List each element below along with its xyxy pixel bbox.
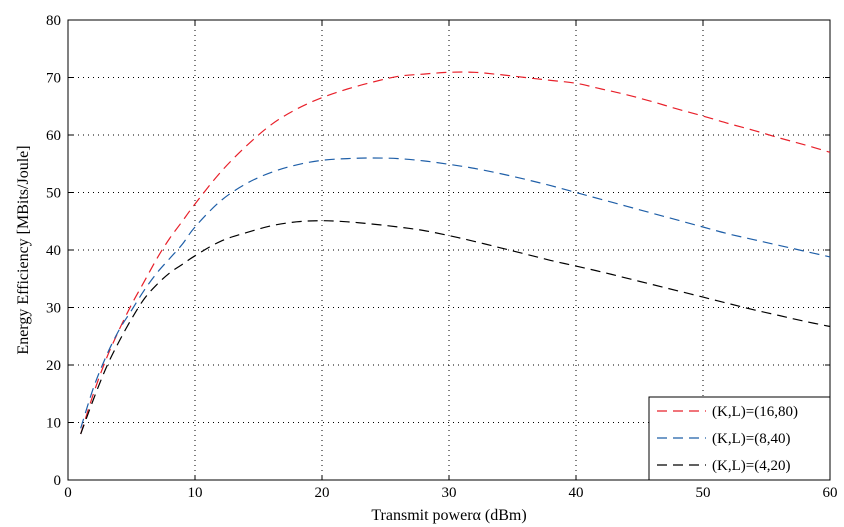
y-tick-label: 50	[46, 186, 61, 202]
x-axis-ticks: 0 10 20 30 40 50 60	[64, 20, 838, 501]
x-tick-label: 30	[442, 485, 457, 501]
x-tick-label: 0	[64, 485, 72, 501]
legend-label: (K,L)=(8,40)	[712, 431, 790, 447]
x-tick-label: 20	[315, 485, 330, 501]
y-axis-label: Energy Efficiency [MBits/Joule]	[15, 145, 32, 354]
y-tick-label: 40	[46, 243, 61, 259]
y-tick-label: 70	[46, 71, 61, 87]
x-tick-label: 50	[696, 485, 711, 501]
legend-label: (K,L)=(16,80)	[712, 404, 798, 420]
x-tick-label: 40	[569, 485, 584, 501]
series-line	[80, 157, 831, 429]
series-line	[80, 71, 831, 435]
y-tick-label: 0	[54, 473, 62, 489]
y-axis-ticks: 0 10 20 30 40 50 60 70 80	[46, 13, 830, 489]
x-tick-label: 60	[823, 485, 838, 501]
x-tick-label: 10	[188, 485, 203, 501]
series-line	[80, 220, 831, 435]
y-tick-label: 80	[46, 13, 61, 29]
y-tick-label: 60	[46, 128, 61, 144]
x-axis-label: Transmit powerα (dBm)	[371, 507, 526, 524]
series-lines	[80, 71, 831, 435]
legend: (K,L)=(16,80) (K,L)=(8,40) (K,L)=(4,20)	[648, 396, 831, 481]
y-tick-label: 20	[46, 358, 61, 374]
y-tick-label: 30	[46, 301, 61, 317]
y-tick-label: 10	[46, 416, 61, 432]
legend-label: (K,L)=(4,20)	[712, 458, 790, 474]
